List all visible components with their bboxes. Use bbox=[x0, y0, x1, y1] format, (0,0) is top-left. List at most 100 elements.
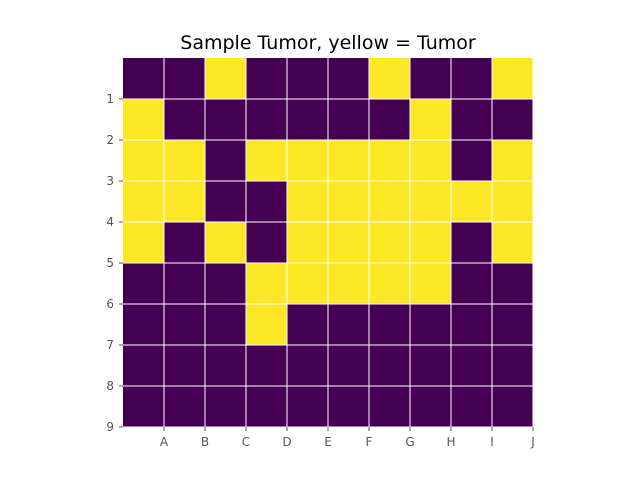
heatmap-cell bbox=[123, 140, 164, 181]
heatmap-cell bbox=[205, 99, 246, 140]
heatmap-cell bbox=[164, 181, 205, 222]
heatmap-cell bbox=[451, 222, 492, 263]
heatmap-cell bbox=[287, 99, 328, 140]
x-axis: A B C D E F G H I J bbox=[160, 427, 535, 449]
heatmap-cell bbox=[164, 140, 205, 181]
heatmap-cell bbox=[205, 140, 246, 181]
heatmap-cell bbox=[287, 345, 328, 386]
heatmap-cell bbox=[369, 345, 410, 386]
heatmap-cell bbox=[164, 263, 205, 304]
x-tick-label: C bbox=[242, 435, 250, 449]
heatmap-cell bbox=[246, 345, 287, 386]
heatmap-cell bbox=[369, 386, 410, 427]
grid-lines bbox=[123, 58, 534, 428]
heatmap-cell bbox=[123, 181, 164, 222]
heatmap-cell bbox=[205, 222, 246, 263]
heatmap-cell bbox=[410, 345, 451, 386]
heatmap-cell bbox=[205, 304, 246, 345]
heatmap-cell bbox=[205, 345, 246, 386]
heatmap-cell bbox=[164, 345, 205, 386]
heatmap-cell bbox=[451, 58, 492, 99]
heatmap-cell bbox=[369, 181, 410, 222]
heatmap-cell bbox=[451, 304, 492, 345]
heatmap-cell bbox=[287, 140, 328, 181]
heatmap-cell bbox=[410, 99, 451, 140]
x-tick-label: I bbox=[490, 435, 494, 449]
heatmap-cell bbox=[451, 140, 492, 181]
y-tick-label: 4 bbox=[106, 215, 114, 229]
heatmap-cell bbox=[492, 140, 533, 181]
heatmap-cell bbox=[164, 222, 205, 263]
heatmap-cell bbox=[246, 263, 287, 304]
heatmap-cell bbox=[123, 222, 164, 263]
heatmap-cell bbox=[123, 99, 164, 140]
heatmap-cell bbox=[205, 58, 246, 99]
heatmap-cell bbox=[410, 222, 451, 263]
heatmap-cell bbox=[205, 263, 246, 304]
x-tick-label: A bbox=[160, 435, 169, 449]
heatmap-cell bbox=[328, 304, 369, 345]
heatmap-cell bbox=[164, 386, 205, 427]
heatmap-cell bbox=[246, 140, 287, 181]
heatmap-cell bbox=[410, 58, 451, 99]
heatmap-cell bbox=[410, 304, 451, 345]
heatmap-cell bbox=[492, 345, 533, 386]
x-tick-label: D bbox=[282, 435, 291, 449]
heatmap-cell bbox=[369, 99, 410, 140]
heatmap-cell bbox=[164, 58, 205, 99]
heatmap-cell bbox=[328, 263, 369, 304]
heatmap-cell bbox=[369, 58, 410, 99]
heatmap-cell bbox=[287, 304, 328, 345]
heatmap-cell bbox=[492, 58, 533, 99]
x-tick-label: E bbox=[324, 435, 332, 449]
heatmap-cell bbox=[123, 263, 164, 304]
heatmap-cell bbox=[410, 386, 451, 427]
heatmap-cell bbox=[246, 222, 287, 263]
heatmap-cell bbox=[369, 304, 410, 345]
heatmap-cell bbox=[246, 99, 287, 140]
heatmap-cell bbox=[410, 140, 451, 181]
heatmap-cell bbox=[328, 99, 369, 140]
heatmap-cell bbox=[246, 181, 287, 222]
heatmap-cell bbox=[369, 263, 410, 304]
y-tick-label: 5 bbox=[106, 256, 114, 270]
heatmap-cell bbox=[492, 181, 533, 222]
heatmap-cell bbox=[246, 386, 287, 427]
y-tick-label: 1 bbox=[106, 92, 114, 106]
heatmap-cell bbox=[492, 304, 533, 345]
x-tick-label: H bbox=[446, 435, 455, 449]
heatmap-cell bbox=[287, 222, 328, 263]
heatmap-cell bbox=[164, 304, 205, 345]
y-tick-label: 8 bbox=[106, 379, 114, 393]
heatmap-cell bbox=[492, 99, 533, 140]
heatmap-cell bbox=[328, 222, 369, 263]
heatmap-cell bbox=[287, 181, 328, 222]
heatmap-cell bbox=[451, 181, 492, 222]
heatmap-cell bbox=[369, 140, 410, 181]
heatmap-cell bbox=[287, 263, 328, 304]
heatmap-cell bbox=[369, 222, 410, 263]
heatmap-cell bbox=[123, 304, 164, 345]
heatmap-cell bbox=[451, 263, 492, 304]
heatmap-cell bbox=[492, 222, 533, 263]
heatmap-cell bbox=[492, 386, 533, 427]
y-tick-label: 3 bbox=[106, 174, 114, 188]
y-tick-label: 9 bbox=[106, 420, 114, 434]
heatmap-cell bbox=[410, 263, 451, 304]
x-tick-label: B bbox=[201, 435, 209, 449]
heatmap-cell bbox=[287, 386, 328, 427]
heatmap-cell bbox=[328, 181, 369, 222]
heatmap-cell bbox=[328, 140, 369, 181]
x-tick-label: J bbox=[530, 435, 535, 449]
heatmap-cells bbox=[123, 58, 533, 427]
heatmap-cell bbox=[205, 386, 246, 427]
heatmap-cell bbox=[123, 345, 164, 386]
x-tick-label: F bbox=[366, 435, 373, 449]
heatmap-cell bbox=[492, 263, 533, 304]
heatmap-cell bbox=[287, 58, 328, 99]
y-axis: 1 2 3 4 5 6 7 8 9 bbox=[106, 92, 123, 434]
heatmap-cell bbox=[451, 99, 492, 140]
y-tick-label: 6 bbox=[106, 297, 114, 311]
heatmap-cell bbox=[451, 386, 492, 427]
